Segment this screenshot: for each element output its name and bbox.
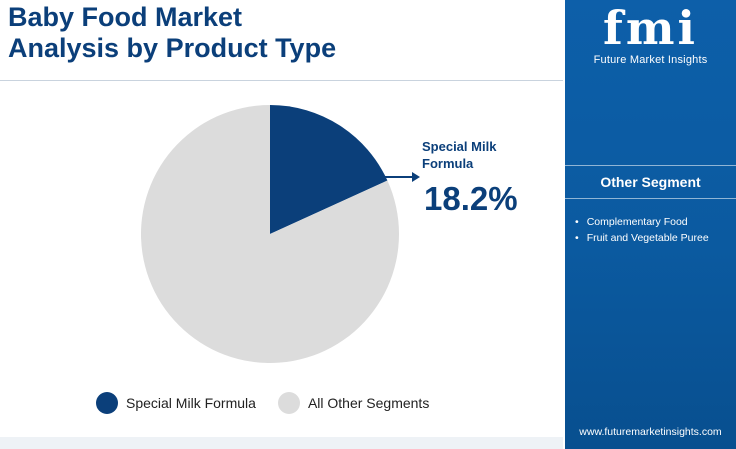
callout-value: 18.2%	[424, 180, 518, 217]
segment-item-complementary-food: Complementary Food	[575, 214, 709, 230]
segment-item-fruit-and-vegetable-puree: Fruit and Vegetable Puree	[575, 230, 709, 246]
legend-label-all-other-segments: All Other Segments	[307, 395, 430, 411]
website-link[interactable]: www.futuremarketinsights.com	[579, 426, 722, 438]
pie-chart	[140, 105, 420, 363]
side-panel: fmi Future Market Insights Other Segment…	[565, 0, 736, 449]
logo-wordmark: fmi	[603, 1, 698, 55]
legend-item-special-milk-formula: Special Milk Formula	[96, 392, 256, 414]
legend: Special Milk Formula All Other Segments	[96, 392, 451, 414]
callout-label: Special Milk Formula	[422, 139, 497, 171]
other-segment-list: Complementary Food Fruit and Vegetable P…	[575, 214, 709, 246]
bottom-band	[0, 437, 563, 449]
pie-slice-all-other-segments	[140, 105, 399, 363]
legend-item-all-other-segments: All Other Segments	[277, 392, 430, 414]
title-divider	[0, 80, 563, 81]
brand-logo: fmi Future Market Insights	[565, 0, 736, 82]
legend-swatch-special-milk-formula	[96, 392, 118, 414]
pie-slice-special-milk-formula	[270, 105, 388, 234]
legend-label-special-milk-formula: Special Milk Formula	[126, 395, 256, 411]
legend-swatch-all-other-segments	[277, 392, 300, 414]
other-segment-heading: Other Segment	[565, 165, 736, 199]
callout-arrow	[384, 172, 420, 182]
chart-title-line-1: Baby Food Market	[8, 2, 243, 32]
pie-slices	[140, 105, 399, 363]
logo-subtitle: Future Market Insights	[593, 54, 708, 66]
chart-title: Baby Food Market Analysis by Product Typ…	[8, 2, 548, 64]
chart-title-line-2: Analysis by Product Type	[8, 33, 337, 63]
